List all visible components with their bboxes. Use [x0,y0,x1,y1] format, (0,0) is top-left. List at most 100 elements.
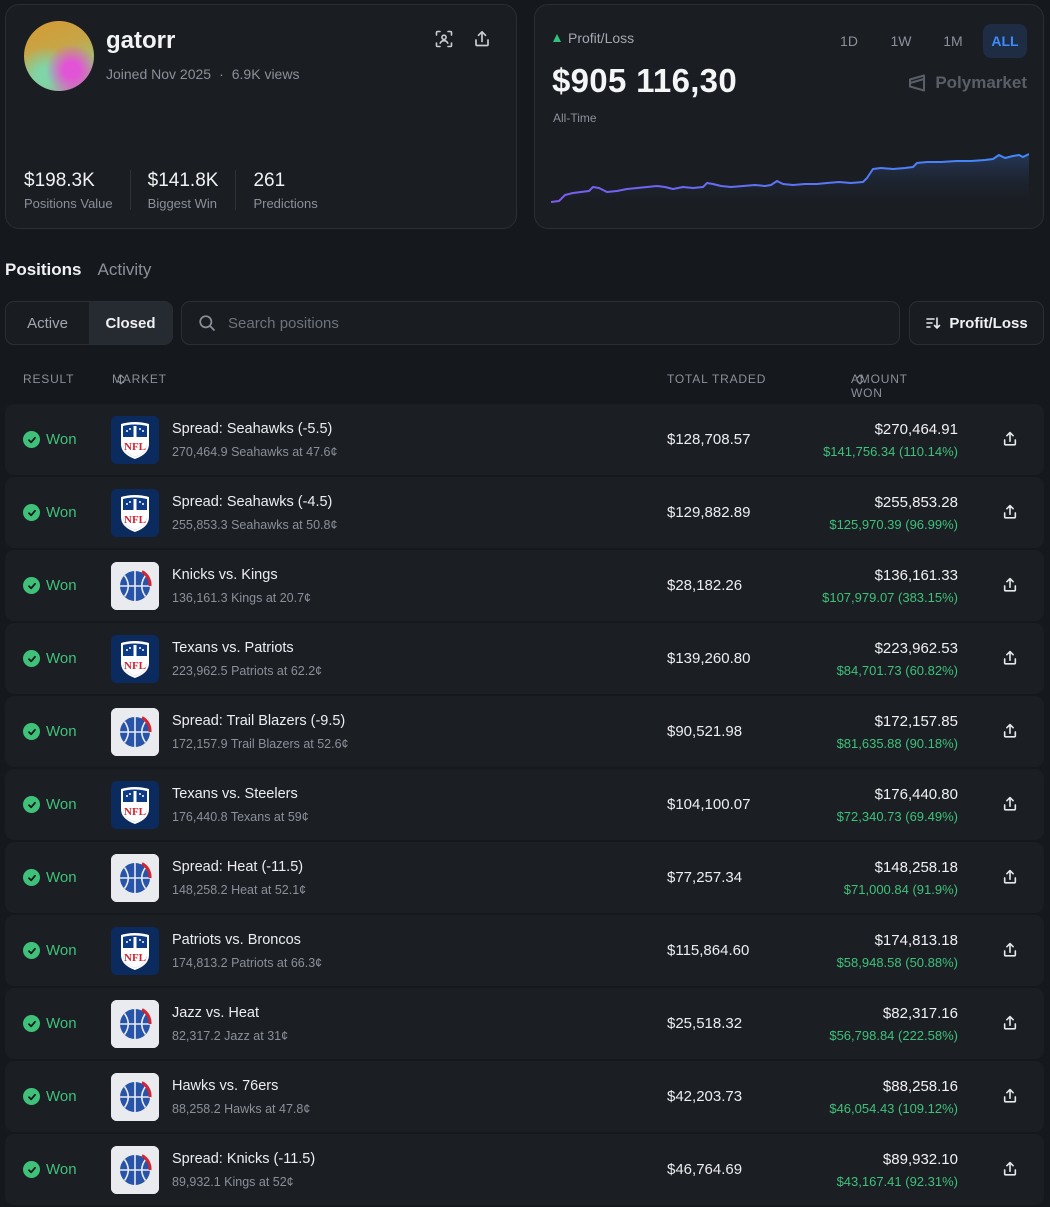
tab-positions[interactable]: Positions [5,260,82,279]
table-row[interactable]: Won NFL Patriots vs. Broncos 174,813.2 Patr… [5,915,1044,986]
result-won: Won [23,869,77,886]
market-title[interactable]: Spread: Heat (-11.5) [172,859,304,875]
total-traded: $42,203.73 [667,1088,743,1105]
profit-amount: $58,948.58 (50.88%) [836,955,958,970]
table-row[interactable]: Won Hawks vs. 76ers 88,258.2 Hawks at 47.8… [5,1061,1044,1132]
share-icon[interactable] [1000,1013,1020,1033]
table-row[interactable]: Won Spread: Heat (-11.5) 148,258.2 Heat at… [5,842,1044,913]
market-title[interactable]: Spread: Seahawks (-4.5) [172,494,333,510]
result-label: Won [46,723,77,740]
result-label: Won [46,796,77,813]
check-circle-icon [23,1015,40,1032]
market-position-detail: 223,962.5 Patriots at 62.2¢ [172,664,323,678]
result-won: Won [23,942,77,959]
range-tab-1d[interactable]: 1D [840,33,858,49]
scan-icon[interactable] [432,27,456,51]
pnl-chart [551,153,1029,211]
share-icon[interactable] [1000,721,1020,741]
market-title[interactable]: Texans vs. Steelers [172,786,298,802]
username: gatorr [106,27,176,54]
header-market[interactable]: MARKET [112,372,166,386]
header-amount-won[interactable]: AMOUNT WON [851,372,907,400]
result-won: Won [23,1088,77,1105]
filter-closed-button[interactable]: Closed [89,302,172,344]
total-traded: $115,864.60 [667,942,750,959]
result-label: Won [46,942,77,959]
table-row[interactable]: Won Spread: Trail Blazers (-9.5) 172,157.9… [5,696,1044,767]
market-title[interactable]: Knicks vs. Kings [172,567,278,583]
check-circle-icon [23,650,40,667]
nba-logo-icon [111,708,159,756]
range-tab-1m[interactable]: 1M [943,33,963,49]
market-position-detail: 148,258.2 Heat at 52.1¢ [172,883,307,897]
filter-active-button[interactable]: Active [27,314,68,332]
tab-activity[interactable]: Activity [97,260,152,279]
share-icon[interactable] [1000,575,1020,595]
result-label: Won [46,504,77,521]
table-row[interactable]: Won Jazz vs. Heat 82,317.2 Jazz at 31¢ $25,… [5,988,1044,1059]
view-count: 6.9K views [231,66,300,82]
range-tab-all[interactable]: ALL [983,24,1027,58]
share-icon[interactable] [1000,429,1020,449]
table-row[interactable]: Won NFL Texans vs. Steelers 176,440.8 Texan… [5,769,1044,840]
market-title[interactable]: Texans vs. Patriots [172,640,294,656]
market-title[interactable]: Patriots vs. Broncos [172,932,301,948]
amount-won: $148,258.18 [874,859,958,876]
market-title[interactable]: Jazz vs. Heat [172,1005,260,1021]
sort-button[interactable]: Profit/Loss [909,301,1044,345]
share-icon[interactable] [1000,1159,1020,1179]
share-icon[interactable] [1000,1086,1020,1106]
result-label: Won [46,1161,77,1178]
table-row[interactable]: Won NFL Texans vs. Patriots 223,962.5 Patri… [5,623,1044,694]
check-circle-icon [23,869,40,886]
share-icon[interactable] [1000,794,1020,814]
stat-predictions: 261 Predictions [253,170,334,211]
amount-won: $172,157.85 [874,713,958,730]
market-position-detail: 172,157.9 Trail Blazers at 52.6¢ [172,737,349,751]
amount-won: $223,962.53 [874,640,958,657]
svg-text:NFL: NFL [124,806,146,818]
result-won: Won [23,1161,77,1178]
share-icon[interactable] [470,27,494,51]
total-traded: $128,708.57 [667,431,751,448]
amount-won: $89,932.10 [882,1151,958,1168]
market-title[interactable]: Spread: Knicks (-11.5) [172,1151,316,1167]
sort-icon [926,317,941,330]
pnl-chart-area [551,154,1029,211]
result-won: Won [23,504,77,521]
profit-amount: $72,340.73 (69.49%) [836,809,958,824]
profile-card: gatorr Joined Nov 2025 · 6.9K views $198.3… [5,4,517,229]
share-icon[interactable] [1000,648,1020,668]
market-position-detail: 176,440.8 Texans at 59¢ [172,810,309,824]
check-circle-icon [23,1088,40,1105]
share-icon[interactable] [1000,940,1020,960]
share-icon[interactable] [1000,867,1020,887]
amount-won: $270,464.91 [874,421,958,438]
search-input[interactable] [228,314,899,332]
search-box [181,301,900,345]
table-row[interactable]: Won Spread: Knicks (-11.5) 89,932.1 Kings … [5,1134,1044,1205]
table-row[interactable]: Won NFL Spread: Seahawks (-5.5) 270,464.9 S… [5,404,1044,475]
range-tab-1w[interactable]: 1W [890,33,912,49]
profile-stats: $198.3K Positions Value $141.8K Biggest … [24,170,352,211]
status-segmented-control: Active Closed [5,301,173,345]
market-title[interactable]: Hawks vs. 76ers [172,1078,279,1094]
avatar[interactable] [24,21,94,91]
header-market-label: MARKET [112,372,167,386]
profit-amount: $141,756.34 (110.14%) [823,444,958,459]
share-icon[interactable] [1000,502,1020,522]
table-row[interactable]: Won NFL Spread: Seahawks (-4.5) 255,853.3 S… [5,477,1044,548]
result-label: Won [46,869,77,886]
table-row[interactable]: Won Knicks vs. Kings 136,161.3 Kings at 20… [5,550,1044,621]
profit-amount: $125,970.39 (96.99%) [829,517,958,532]
market-title[interactable]: Spread: Trail Blazers (-9.5) [172,713,346,729]
amount-won: $255,853.28 [874,494,958,511]
total-traded: $25,518.32 [667,1015,743,1032]
stat-value: $198.3K [24,170,95,191]
svg-text:NFL: NFL [124,952,146,964]
market-position-detail: 270,464.9 Seahawks at 47.6¢ [172,445,338,459]
check-circle-icon [23,504,40,521]
market-title[interactable]: Spread: Seahawks (-5.5) [172,421,333,437]
sort-caret-icon [856,374,864,385]
amount-won: $82,317.16 [882,1005,958,1022]
